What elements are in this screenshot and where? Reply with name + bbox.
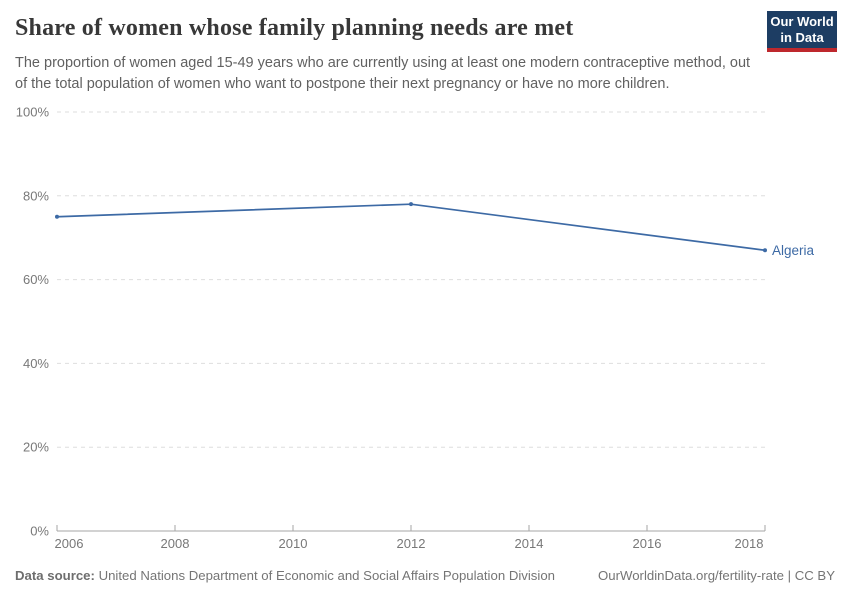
data-point-algeria-2018 bbox=[763, 248, 767, 253]
y-tick-label-60: 60% bbox=[23, 272, 49, 287]
data-source: Data source: United Nations Department o… bbox=[15, 568, 555, 583]
line-chart-svg: 0% 20% 40% 60% 80% 100% 2006 2008 2010 2012 2014 20… bbox=[16, 105, 815, 552]
line-chart-canvas: 0% 20% 40% 60% 80% 100% 2006 2008 2010 2012 2014 20… bbox=[0, 100, 850, 560]
y-tick-label-100: 100% bbox=[16, 105, 50, 120]
y-tick-label-40: 40% bbox=[23, 356, 49, 371]
y-tick-label-0: 0% bbox=[30, 524, 49, 539]
series-label-algeria[interactable]: Algeria bbox=[772, 243, 815, 258]
credit-link[interactable]: OurWorldinData.org/fertility-rate | CC B… bbox=[598, 568, 835, 583]
x-tick-label-2006: 2006 bbox=[55, 536, 84, 551]
y-tick-label-80: 80% bbox=[23, 188, 49, 203]
x-tick-label-2008: 2008 bbox=[161, 536, 190, 551]
x-tick-label-2016: 2016 bbox=[633, 536, 662, 551]
x-tick-label-2012: 2012 bbox=[397, 536, 426, 551]
data-source-text: United Nations Department of Economic an… bbox=[98, 568, 555, 583]
data-point-algeria-2012 bbox=[409, 202, 413, 207]
series-line-algeria bbox=[56, 203, 766, 252]
x-tick-label-2010: 2010 bbox=[279, 536, 308, 551]
y-tick-label-20: 20% bbox=[23, 440, 49, 455]
chart-footer: Data source: United Nations Department o… bbox=[15, 568, 835, 583]
logo-line-2: in Data bbox=[780, 29, 824, 45]
x-tick-label-2018: 2018 bbox=[735, 536, 764, 551]
page-title: Share of women whose family planning nee… bbox=[15, 15, 574, 41]
data-source-label: Data source: bbox=[15, 568, 95, 583]
owid-logo[interactable]: Our World in Data bbox=[767, 11, 837, 52]
chart-subtitle: The proportion of women aged 15-49 years… bbox=[15, 55, 751, 92]
x-tick-label-2014: 2014 bbox=[515, 536, 544, 551]
data-point-algeria-2006 bbox=[55, 214, 59, 219]
logo-line-1: Our World bbox=[770, 13, 834, 29]
